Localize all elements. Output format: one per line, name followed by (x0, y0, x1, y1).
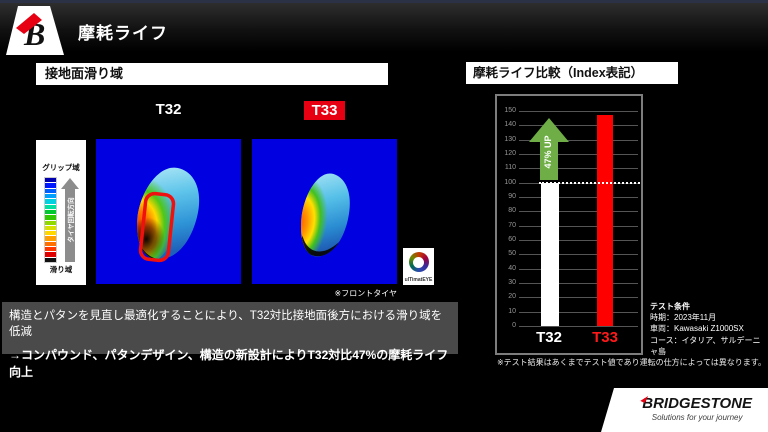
tire-rotation-arrow-icon: タイヤ回転方向 (61, 178, 79, 262)
color-scale-segment (45, 193, 56, 200)
y-axis-tick-label: 30 (508, 279, 516, 286)
ultimat-eye-ring-icon (408, 252, 429, 272)
y-axis-tick-label: 140 (504, 121, 516, 129)
color-scale-bar (44, 177, 57, 263)
wear-life-bar-chart: 0 10 20 30 40 50 60 70 80 90 100 110 120 130 140 150 T32… (495, 94, 643, 355)
y-axis-tick-label: 20 (508, 293, 516, 301)
y-axis-tick-label: 60 (508, 236, 516, 243)
ultimat-eye-label: ulTimatEYE (404, 277, 433, 283)
color-scale-segment (45, 231, 56, 237)
chart-gridline (519, 125, 638, 127)
chart-gridline (519, 111, 638, 112)
brand-red-wedge-icon (640, 396, 649, 403)
right-section-title: 摩耗ライフ比較（Index表記） (466, 62, 678, 84)
b-mark-icon: B (16, 13, 45, 52)
left-section-title: 接地面滑り域 (36, 63, 388, 85)
bridgestone-b-logo: B (6, 6, 64, 55)
legend-grip-label: グリップ域 (42, 163, 80, 172)
chart-gridline (519, 283, 638, 284)
chart-gridline (519, 225, 638, 227)
arrow-head (61, 178, 79, 189)
y-axis-tick-label: 150 (504, 107, 516, 114)
chart-disclaimer-note: ※テスト結果はあくまでテスト値であり運転の仕方によっては異なります。 (496, 358, 766, 367)
top-accent-line (0, 0, 768, 3)
test-conditions: テスト条件 時期：2023年11月 車両：Kawasaki Z1000SX コー… (650, 301, 768, 357)
x-axis-label-t33: T33 (592, 329, 618, 346)
t32-contact-patch-heatmap (96, 139, 241, 284)
color-scale-segment (45, 247, 56, 253)
chart-gridline (519, 240, 638, 241)
color-scale-segment (45, 257, 56, 262)
y-axis-tick-label: 40 (508, 264, 516, 272)
y-axis-tick-label: 0 (512, 322, 516, 329)
color-scale-segment (45, 188, 56, 194)
color-scale-segment (45, 209, 56, 216)
color-scale-segment (45, 215, 56, 221)
t33-contact-patch-heatmap (252, 139, 397, 284)
y-axis-tick-label: 80 (508, 207, 516, 215)
y-axis-tick-label: 130 (504, 135, 516, 143)
brand-tagline: Solutions for your journey (651, 413, 743, 422)
front-tire-note: ※フロントタイヤ (334, 289, 397, 298)
chart-gridline (519, 311, 638, 313)
y-axis-tick-label: 120 (504, 150, 516, 157)
color-scale-segment (45, 252, 56, 258)
color-scale-segment (45, 178, 56, 184)
y-axis-tick-label: 100 (504, 178, 516, 186)
y-axis-tick-label: 110 (504, 164, 516, 172)
color-scale-segment (45, 225, 56, 232)
chart-gridline (519, 297, 638, 299)
y-axis-tick-label: 90 (508, 193, 516, 200)
tire-rotation-label: タイヤ回転方向 (68, 197, 75, 243)
chart-gridline (519, 254, 638, 256)
y-axis-tick-label: 10 (508, 307, 516, 315)
page-title: 摩耗ライフ (78, 24, 168, 43)
x-axis-label-t32: T32 (536, 329, 562, 346)
color-scale-segment (45, 236, 56, 242)
color-scale-segment (45, 183, 56, 189)
summary-box: 構造とパタンを見直し最適化することにより、T32対比接地面後方における滑り域を低… (2, 302, 458, 379)
slip-area-annotation-box (138, 191, 176, 263)
summary-line1: 構造とパタンを見直し最適化することにより、T32対比接地面後方における滑り域を低… (9, 310, 443, 338)
chart-gridline (519, 211, 638, 213)
chart-gridline (519, 168, 638, 170)
chart-gridline (519, 139, 638, 141)
test-condition-period: 時期：2023年11月 (650, 313, 717, 323)
y-axis-tick-label: 70 (508, 221, 516, 229)
t33-column-label: T33 (303, 101, 346, 120)
t32-column-label: T32 (155, 101, 182, 118)
test-condition-vehicle: 車両：Kawasaki Z1000SX (650, 324, 744, 334)
reference-line-100 (539, 181, 640, 184)
chart-gridline (519, 197, 638, 198)
chart-gridline (519, 326, 638, 327)
brand-name: BRIDGESTONE (640, 395, 752, 412)
header: B 摩耗ライフ (0, 3, 768, 55)
chart-gridline (519, 268, 638, 270)
arrow-head (529, 118, 569, 142)
color-scale-segment (45, 199, 56, 205)
color-scale-segment (45, 241, 56, 248)
color-scale-segment (45, 220, 56, 226)
t33-column-label-wrap: T33 (252, 101, 397, 120)
color-scale-segment (45, 204, 56, 210)
ultimat-eye-logo: ulTimatEYE (403, 248, 434, 285)
bridgestone-logo: BRIDGESTONE Solutions for your journey (640, 395, 752, 422)
summary-line2: →コンパウンド、パタンデザイン、構造の新設計によりT32対比47%の摩耗ライフ向… (9, 348, 449, 379)
chart-gridline (519, 154, 638, 155)
footer-logo-plate: BRIDGESTONE Solutions for your journey (601, 388, 768, 432)
47-percent-up-arrow: 47% UP (529, 118, 569, 180)
test-conditions-title: テスト条件 (650, 302, 690, 311)
arrow-shaft (540, 142, 558, 180)
arrow-shaft (65, 189, 75, 262)
test-condition-course: コース：イタリア、サルデーニャ島 (650, 335, 761, 356)
improvement-annotation: 47% UP (543, 135, 553, 169)
color-scale-legend: グリップ域 タイヤ回転方向 滑り域 (36, 140, 86, 285)
legend-slip-label: 滑り域 (49, 265, 73, 274)
chart-bar-t32 (541, 182, 559, 326)
chart-bar-t33 (597, 115, 613, 326)
y-axis-tick-label: 50 (508, 250, 516, 258)
